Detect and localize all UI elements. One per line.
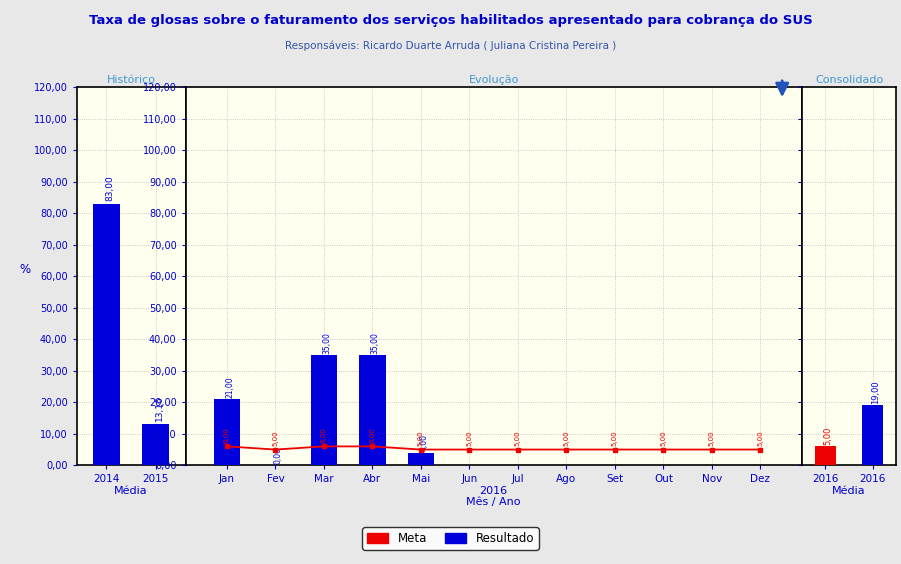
Text: 21,00: 21,00 [225, 376, 234, 398]
Bar [93, 204, 120, 465]
Text: Taxa de glosas sobre o faturamento dos serviços habilitados apresentado para cob: Taxa de glosas sobre o faturamento dos s… [88, 14, 813, 27]
Text: 5,00: 5,00 [824, 427, 833, 445]
X-axis label: Média: Média [114, 486, 148, 496]
Text: 5,00: 5,00 [514, 431, 521, 447]
Title: Evolução: Evolução [469, 75, 519, 85]
Text: 4,00: 4,00 [419, 434, 428, 451]
Bar [815, 447, 836, 465]
Bar [214, 399, 241, 465]
Text: 5,00: 5,00 [612, 431, 618, 447]
Title: Histórico: Histórico [106, 75, 156, 85]
Text: 13,16: 13,16 [155, 395, 164, 421]
Bar [142, 424, 169, 465]
Legend: Meta, Resultado: Meta, Resultado [362, 527, 539, 550]
Text: 0,00: 0,00 [274, 447, 283, 464]
Text: 35,00: 35,00 [371, 332, 380, 354]
Text: 35,00: 35,00 [323, 332, 332, 354]
Text: 5,00: 5,00 [660, 431, 667, 447]
Bar [862, 406, 884, 465]
X-axis label: 2016
Mês / Ano: 2016 Mês / Ano [467, 486, 521, 507]
Text: 5,00: 5,00 [758, 431, 763, 447]
Bar [407, 453, 434, 465]
Text: Responsáveis: Ricardo Duarte Arruda ( Juliana Cristina Pereira ): Responsáveis: Ricardo Duarte Arruda ( Ju… [285, 41, 616, 51]
Title: Consolidado: Consolidado [815, 75, 883, 85]
Y-axis label: %: % [20, 263, 31, 276]
Text: 5,00: 5,00 [272, 431, 278, 447]
Text: 5,00: 5,00 [418, 431, 423, 447]
Text: 83,00: 83,00 [105, 175, 114, 201]
Text: 6,00: 6,00 [321, 428, 327, 443]
Text: 5,00: 5,00 [709, 431, 714, 447]
Bar [311, 355, 337, 465]
Text: 5,00: 5,00 [563, 431, 569, 447]
Text: 6,00: 6,00 [369, 428, 376, 443]
Text: 5,00: 5,00 [467, 431, 472, 447]
Text: 6,00: 6,00 [224, 428, 230, 443]
Text: 19,00: 19,00 [871, 381, 880, 404]
X-axis label: Média: Média [833, 486, 866, 496]
Bar [359, 355, 386, 465]
